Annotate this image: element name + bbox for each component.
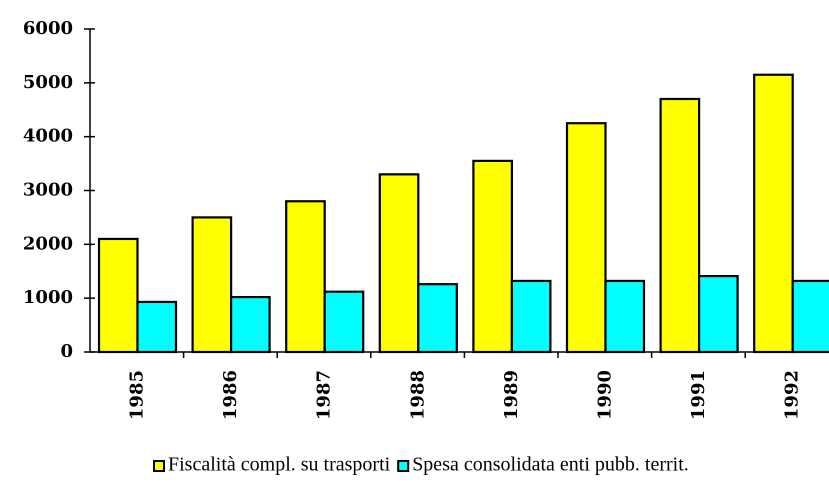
bar (510, 279, 552, 354)
legend-swatch (153, 460, 165, 472)
y-tick-label: 6000 (23, 18, 73, 39)
x-tick-label: 1985 (127, 370, 148, 420)
bar (565, 122, 607, 354)
x-tick-label: 1989 (501, 370, 522, 420)
plot-area: 0 1000 2000 3000 4000 5000 6000 1985 1986 1987 198… (23, 18, 829, 420)
y-tick-label: 5000 (23, 72, 73, 93)
x-tick-label: 1990 (595, 370, 616, 420)
bar (323, 290, 365, 354)
bar (285, 200, 326, 354)
bar (230, 295, 271, 354)
x-tick-label: 1988 (407, 370, 428, 420)
bar (697, 274, 739, 354)
y-tick-label: 2000 (23, 233, 73, 254)
bar (417, 283, 458, 354)
bar (791, 279, 829, 354)
legend-swatch (397, 460, 410, 472)
x-tick-label: 1987 (314, 370, 335, 420)
y-tick-label: 4000 (23, 126, 73, 147)
x-tick-label: 1986 (220, 370, 241, 420)
bar (97, 237, 139, 354)
y-tick-label: 0 (60, 341, 73, 362)
x-tick-label: 1991 (688, 370, 709, 420)
x-tick-label: 1992 (782, 370, 803, 420)
legend-label: Fiscalità compl. su trasporti (168, 454, 391, 476)
bar (604, 279, 646, 354)
bar (136, 300, 178, 354)
y-tick-label: 1000 (23, 287, 73, 308)
bar (378, 173, 420, 354)
bar (659, 97, 701, 354)
bar (472, 159, 513, 354)
y-tick-label: 3000 (23, 180, 73, 201)
bar (753, 73, 794, 354)
legend-label: Spesa consolidata enti pubb. territ. (412, 454, 689, 476)
bar (191, 216, 233, 354)
legend: Fiscalità compl. su trasporti Spesa conso… (153, 454, 689, 476)
